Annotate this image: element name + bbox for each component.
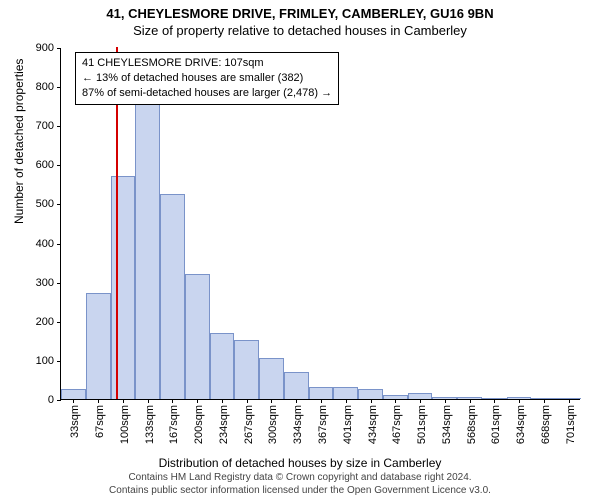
footer-line-1: Contains HM Land Registry data © Crown c… (0, 472, 600, 485)
y-tick-label: 600 (36, 159, 54, 171)
x-tick-label: 534sqm (441, 405, 453, 444)
x-tick-mark (98, 399, 99, 403)
x-tick-label: 334sqm (292, 405, 304, 444)
histogram-bar (309, 387, 334, 399)
y-tick-label: 400 (36, 238, 54, 250)
histogram-bar (160, 194, 185, 399)
x-tick-label: 668sqm (540, 405, 552, 444)
y-tick-mark (57, 126, 61, 127)
x-tick-mark (519, 399, 520, 403)
chart-title-line1: 41, CHEYLESMORE DRIVE, FRIMLEY, CAMBERLE… (0, 0, 600, 21)
x-tick-mark (73, 399, 74, 403)
x-tick-mark (321, 399, 322, 403)
x-tick-label: 167sqm (168, 405, 180, 444)
y-tick-mark (57, 400, 61, 401)
histogram-bar (333, 387, 358, 399)
x-tick-mark (395, 399, 396, 403)
x-tick-label: 67sqm (94, 405, 106, 438)
x-tick-label: 467sqm (391, 405, 403, 444)
x-tick-label: 300sqm (267, 405, 279, 444)
y-axis-label: Number of detached properties (12, 59, 26, 224)
chart-container: 41, CHEYLESMORE DRIVE, FRIMLEY, CAMBERLE… (0, 0, 600, 500)
x-tick-mark (148, 399, 149, 403)
x-tick-label: 267sqm (243, 405, 255, 444)
info-line-1: 41 CHEYLESMORE DRIVE: 107sqm (82, 56, 332, 71)
histogram-bar (358, 389, 383, 399)
info-box: 41 CHEYLESMORE DRIVE: 107sqm ← 13% of de… (75, 52, 339, 105)
y-tick-mark (57, 87, 61, 88)
x-tick-mark (222, 399, 223, 403)
x-tick-mark (197, 399, 198, 403)
x-tick-label: 133sqm (144, 405, 156, 444)
histogram-bar (234, 340, 259, 399)
histogram-bar (61, 389, 86, 399)
x-tick-label: 501sqm (416, 405, 428, 444)
x-tick-label: 568sqm (466, 405, 478, 444)
x-tick-mark (296, 399, 297, 403)
x-tick-label: 601sqm (490, 405, 502, 444)
chart-title-line2: Size of property relative to detached ho… (0, 21, 600, 38)
x-tick-label: 200sqm (193, 405, 205, 444)
footer-line-2: Contains public sector information licen… (0, 485, 600, 498)
x-tick-mark (494, 399, 495, 403)
x-tick-mark (247, 399, 248, 403)
x-tick-label: 234sqm (218, 405, 230, 444)
y-tick-mark (57, 361, 61, 362)
histogram-bar (185, 274, 210, 399)
x-tick-mark (569, 399, 570, 403)
x-tick-label: 701sqm (565, 405, 577, 444)
x-tick-mark (371, 399, 372, 403)
x-tick-mark (420, 399, 421, 403)
x-tick-mark (271, 399, 272, 403)
x-tick-label: 33sqm (69, 405, 81, 438)
y-tick-mark (57, 204, 61, 205)
y-tick-mark (57, 283, 61, 284)
x-tick-mark (544, 399, 545, 403)
y-tick-label: 100 (36, 355, 54, 367)
x-tick-mark (346, 399, 347, 403)
histogram-bar (210, 333, 235, 399)
x-tick-mark (172, 399, 173, 403)
x-tick-label: 100sqm (119, 405, 131, 444)
histogram-bar (259, 358, 284, 399)
y-tick-label: 800 (36, 81, 54, 93)
x-tick-label: 434sqm (367, 405, 379, 444)
x-tick-mark (470, 399, 471, 403)
y-tick-mark (57, 165, 61, 166)
y-tick-label: 300 (36, 277, 54, 289)
y-tick-mark (57, 48, 61, 49)
info-line-3: 87% of semi-detached houses are larger (… (82, 86, 332, 101)
y-tick-label: 700 (36, 120, 54, 132)
y-tick-mark (57, 322, 61, 323)
histogram-bar (284, 372, 309, 399)
x-tick-label: 634sqm (515, 405, 527, 444)
x-tick-mark (123, 399, 124, 403)
y-tick-label: 900 (36, 42, 54, 54)
y-tick-label: 200 (36, 316, 54, 328)
x-axis-label: Distribution of detached houses by size … (0, 456, 600, 470)
y-tick-label: 500 (36, 198, 54, 210)
y-tick-label: 0 (48, 394, 54, 406)
footer: Contains HM Land Registry data © Crown c… (0, 472, 600, 497)
x-tick-mark (445, 399, 446, 403)
x-tick-label: 367sqm (317, 405, 329, 444)
histogram-bar (111, 176, 136, 399)
histogram-bar (86, 293, 111, 399)
x-tick-label: 401sqm (342, 405, 354, 444)
info-line-2: ← 13% of detached houses are smaller (38… (82, 71, 332, 86)
histogram-bar (135, 98, 160, 399)
y-tick-mark (57, 244, 61, 245)
